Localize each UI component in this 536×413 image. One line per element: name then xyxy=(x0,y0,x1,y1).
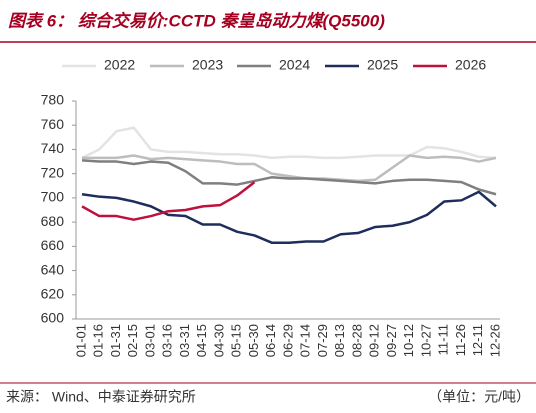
y-tick-label: 620 xyxy=(41,285,65,301)
x-tick-label: 03-16 xyxy=(160,324,175,357)
y-tick-label: 720 xyxy=(41,164,65,180)
legend-label: 2025 xyxy=(367,57,398,73)
y-tick-label: 640 xyxy=(41,261,65,277)
y-tick-label: 680 xyxy=(41,213,65,229)
x-tick-label: 09-12 xyxy=(367,324,382,357)
x-tick-label: 07-29 xyxy=(315,324,330,357)
y-tick-label: 780 xyxy=(41,92,65,108)
unit: （单位：元/吨） xyxy=(428,389,530,405)
legend-label: 2022 xyxy=(104,57,135,73)
x-tick-label: 02-15 xyxy=(125,324,140,357)
x-tick-label: 01-01 xyxy=(73,324,88,357)
x-tick-label: 10-12 xyxy=(401,324,416,357)
x-tick-label: 11-26 xyxy=(453,324,468,356)
line xyxy=(81,159,497,196)
x-tick-label: 12-26 xyxy=(487,324,502,357)
x-tick-label: 05-15 xyxy=(229,324,244,357)
y-tick-label: 740 xyxy=(41,140,65,156)
x-tick-label: 01-31 xyxy=(108,324,123,357)
x-tick-label: 01-16 xyxy=(91,324,106,357)
legend-label: 2023 xyxy=(192,57,223,73)
legend-label: 2024 xyxy=(279,57,310,73)
x-tick-label: 08-13 xyxy=(332,324,347,357)
line xyxy=(81,181,256,221)
chart-title: 图表 6： 综合交易价:CCTD 秦皇岛动力煤(Q5500) xyxy=(8,11,385,30)
x-tick-label: 07-14 xyxy=(298,324,313,357)
line xyxy=(81,126,497,160)
x-tick-label: 06-14 xyxy=(263,324,278,357)
x-tick-label: 03-31 xyxy=(177,324,192,357)
x-tick-label: 04-15 xyxy=(194,324,209,357)
x-tick-label: 08-28 xyxy=(349,324,364,357)
x-tick-label: 09-27 xyxy=(384,324,399,357)
x-tick-label: 11-11 xyxy=(436,324,451,355)
line xyxy=(81,190,497,244)
x-tick-label: 06-29 xyxy=(280,324,295,357)
y-tick-label: 660 xyxy=(41,237,65,253)
source: 来源： Wind、中泰证券研究所 xyxy=(6,389,196,405)
x-tick-label: 03-01 xyxy=(142,324,157,357)
y-tick-label: 760 xyxy=(41,116,65,132)
x-tick-label: 12-11 xyxy=(470,324,485,356)
x-tick-label: 05-30 xyxy=(246,324,261,357)
x-tick-label: 10-27 xyxy=(418,324,433,357)
y-tick-label: 700 xyxy=(41,189,65,205)
y-tick-label: 600 xyxy=(41,310,65,326)
legend-label: 2026 xyxy=(455,57,486,73)
line xyxy=(82,154,497,183)
x-tick-label: 04-30 xyxy=(211,324,226,357)
